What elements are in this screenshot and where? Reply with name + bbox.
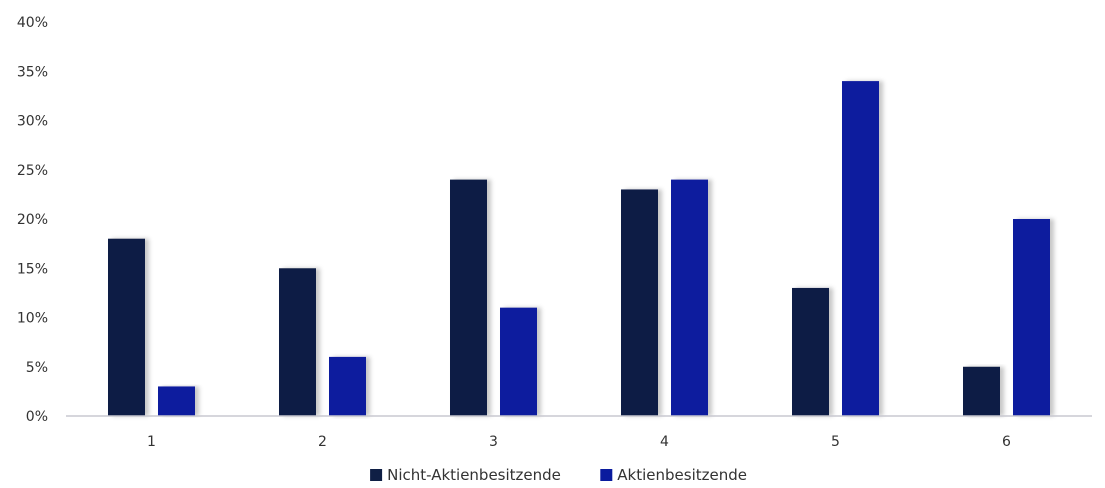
bar-aktienbesitzende-4 xyxy=(671,179,708,416)
bars xyxy=(108,81,1050,416)
x-axis: 1 2 3 4 5 6 xyxy=(147,434,1011,450)
bar-nicht-aktienbesitzende-2 xyxy=(279,268,316,416)
x-tick-label: 5 xyxy=(831,434,840,450)
x-tick-label: 3 xyxy=(489,434,498,450)
y-tick-label: 40% xyxy=(17,15,48,31)
bar-nicht-aktienbesitzende-1 xyxy=(108,238,145,416)
bar-aktienbesitzende-2 xyxy=(329,356,366,416)
y-tick-label: 0% xyxy=(26,409,48,425)
bar-aktienbesitzende-6 xyxy=(1013,219,1050,416)
x-tick-label: 1 xyxy=(147,434,156,450)
legend-swatch xyxy=(370,469,383,481)
bar-aktienbesitzende-5 xyxy=(842,81,879,416)
legend-swatch xyxy=(600,469,613,481)
legend-label: Nicht-Aktienbesitzende xyxy=(387,466,561,484)
bar-aktienbesitzende-1 xyxy=(158,386,195,416)
x-tick-label: 2 xyxy=(318,434,327,450)
y-tick-label: 5% xyxy=(26,360,48,376)
y-tick-label: 10% xyxy=(17,311,48,327)
bar-nicht-aktienbesitzende-3 xyxy=(450,179,487,416)
bar-aktienbesitzende-3 xyxy=(500,307,537,416)
x-tick-label: 6 xyxy=(1002,434,1011,450)
y-tick-label: 15% xyxy=(17,261,48,277)
y-tick-label: 25% xyxy=(17,163,48,179)
legend-label: Aktienbesitzende xyxy=(617,466,747,484)
y-tick-label: 35% xyxy=(17,64,48,80)
y-tick-label: 20% xyxy=(17,212,48,228)
y-axis: 0% 5% 10% 15% 20% 25% 30% 35% 40% xyxy=(17,15,48,425)
legend: Nicht-Aktienbesitzende Aktienbesitzende xyxy=(370,466,747,484)
bar-nicht-aktienbesitzende-6 xyxy=(963,366,1000,416)
y-tick-label: 30% xyxy=(17,114,48,130)
bar-nicht-aktienbesitzende-4 xyxy=(621,189,658,416)
x-tick-label: 4 xyxy=(660,434,669,450)
bar-nicht-aktienbesitzende-5 xyxy=(792,287,829,416)
